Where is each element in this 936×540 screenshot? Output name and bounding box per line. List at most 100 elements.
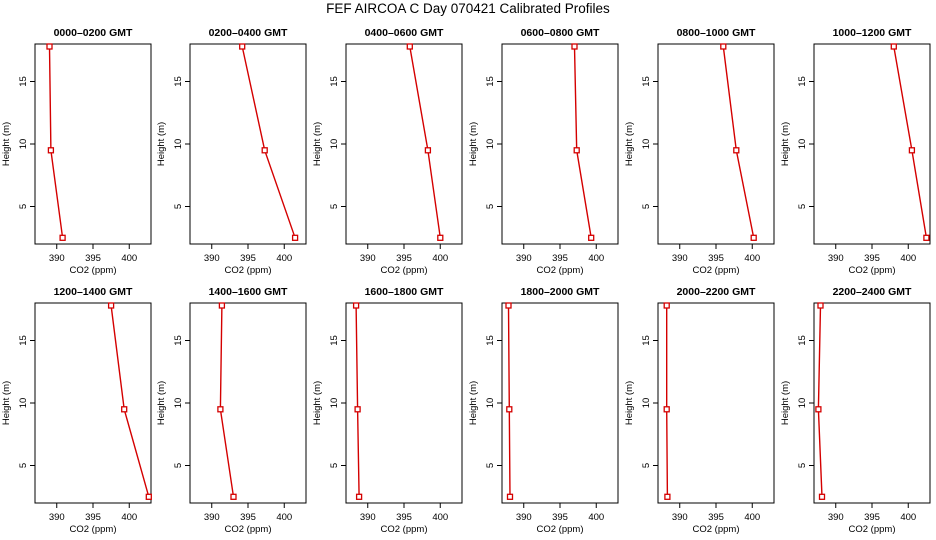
x-axis-label: CO2 (ppm) (537, 524, 584, 535)
x-tick-label: 400 (744, 512, 760, 523)
x-tick-label: 390 (516, 253, 532, 264)
y-tick-label: 5 (18, 204, 29, 209)
y-tick-label: 15 (18, 76, 29, 87)
plot-frame (813, 302, 931, 504)
profile-line (110, 305, 150, 497)
panel-title: 0600–0800 GMT (521, 27, 600, 39)
x-tick-label: 395 (240, 253, 256, 264)
y-tick-label: 5 (329, 204, 340, 209)
y-axis-label: Height (m) (156, 381, 167, 425)
y-axis-label: Height (m) (312, 122, 323, 166)
panel-title: 0200–0400 GMT (209, 27, 288, 39)
data-point (506, 493, 514, 500)
profile-line (666, 305, 669, 497)
data-point (121, 406, 128, 413)
y-tick-label: 10 (485, 398, 496, 409)
y-tick-label: 10 (18, 398, 29, 409)
plot-frame (813, 43, 931, 245)
data-point (230, 493, 237, 500)
data-point (588, 234, 595, 241)
data-point (923, 234, 930, 241)
profile-line (48, 46, 64, 238)
x-tick-label: 395 (708, 512, 724, 523)
y-tick-label: 5 (641, 204, 652, 209)
data-point (818, 493, 826, 500)
x-tick-label: 400 (744, 253, 760, 264)
data-point (107, 302, 115, 309)
panel-title: 2200–2400 GMT (833, 286, 912, 298)
x-axis-label: CO2 (ppm) (849, 524, 896, 535)
data-point (506, 406, 513, 413)
profile-line (893, 46, 928, 238)
y-axis-label: Height (m) (1, 122, 12, 166)
y-tick-label: 10 (329, 139, 340, 150)
panel-title: 0800–1000 GMT (677, 27, 756, 39)
data-point (890, 43, 897, 50)
x-tick-label: 400 (121, 512, 137, 523)
y-tick-label: 5 (641, 463, 652, 468)
y-tick-label: 5 (485, 463, 496, 468)
panel-title: 0000–0200 GMT (54, 27, 133, 39)
data-point (815, 406, 822, 413)
x-tick-label: 390 (516, 512, 532, 523)
x-axis-label: CO2 (ppm) (381, 524, 428, 535)
x-tick-label: 395 (85, 253, 101, 264)
profile-line (507, 305, 511, 497)
plot-frame (345, 43, 463, 245)
data-point (817, 302, 824, 309)
y-tick-label: 5 (18, 463, 29, 468)
data-point (145, 493, 152, 500)
plot-frame (501, 302, 619, 504)
x-tick-label: 400 (900, 253, 916, 264)
panel-title: 1200–1400 GMT (54, 286, 133, 298)
x-tick-label: 400 (432, 512, 448, 523)
y-axis-label: Height (m) (624, 381, 635, 425)
y-axis-label: Height (m) (468, 381, 479, 425)
data-point (406, 43, 413, 50)
x-tick-label: 390 (204, 512, 220, 523)
data-point (720, 43, 727, 50)
y-tick-label: 15 (485, 335, 496, 346)
y-tick-label: 5 (329, 463, 340, 468)
y-tick-label: 15 (173, 76, 184, 87)
x-axis-label: CO2 (ppm) (381, 265, 428, 276)
data-point (424, 147, 432, 154)
x-tick-label: 395 (552, 253, 568, 264)
plot-frame (501, 43, 619, 245)
x-tick-label: 390 (204, 253, 220, 264)
y-tick-label: 5 (173, 204, 184, 209)
y-tick-label: 15 (485, 76, 496, 87)
y-tick-label: 10 (173, 398, 184, 409)
plot-frame (657, 302, 775, 504)
profile-line (355, 305, 360, 497)
data-point (664, 493, 671, 500)
data-point (355, 493, 363, 500)
data-point (571, 43, 578, 50)
x-tick-label: 395 (708, 253, 724, 264)
data-point (505, 302, 512, 309)
y-tick-label: 5 (485, 204, 496, 209)
data-point (733, 147, 740, 154)
y-axis-label: Height (m) (624, 122, 635, 166)
data-point (59, 234, 66, 241)
profile-line (573, 46, 592, 238)
x-tick-label: 395 (864, 512, 880, 523)
x-tick-label: 395 (240, 512, 256, 523)
y-tick-label: 15 (797, 76, 808, 87)
x-tick-label: 395 (396, 512, 412, 523)
x-tick-label: 390 (360, 253, 376, 264)
data-point (750, 234, 757, 241)
panel-title: 1400–1600 GMT (209, 286, 288, 298)
profile-line (219, 305, 235, 497)
x-tick-label: 400 (588, 512, 604, 523)
plot-frame (345, 302, 463, 504)
y-tick-label: 10 (797, 398, 808, 409)
x-tick-label: 390 (49, 512, 65, 523)
y-axis-label: Height (m) (1, 381, 12, 425)
y-tick-label: 15 (18, 335, 29, 346)
y-axis-label: Height (m) (156, 122, 167, 166)
x-axis-label: CO2 (ppm) (70, 524, 117, 535)
data-point (663, 406, 670, 413)
y-tick-label: 15 (641, 335, 652, 346)
